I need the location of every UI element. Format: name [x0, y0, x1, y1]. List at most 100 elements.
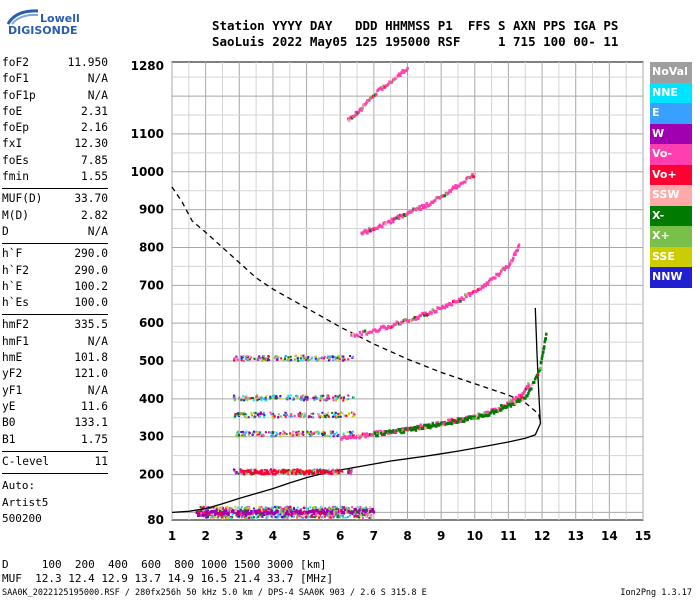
echo-point [235, 514, 238, 517]
y-tick-label: 200 [139, 468, 164, 482]
echo-point [232, 396, 235, 399]
trace-point [365, 432, 368, 436]
echo-point [349, 354, 352, 357]
trace-point [333, 471, 336, 475]
param-name: yE [2, 399, 16, 413]
echo-point [352, 513, 355, 516]
echo-point [265, 516, 268, 519]
echo-point [266, 515, 269, 518]
trace-point [248, 470, 252, 474]
trace-point [473, 171, 477, 175]
echo-point [295, 513, 298, 516]
trace-point [352, 510, 355, 514]
echo-point [265, 395, 268, 398]
echo-point [261, 357, 264, 360]
param-row: B0 133.1 [2, 416, 108, 432]
echo-point [281, 516, 284, 519]
echo-point [303, 415, 306, 418]
echo-point [302, 356, 305, 359]
param-value: N/A [87, 383, 108, 397]
echo-point [240, 357, 243, 360]
echo-point [245, 508, 248, 511]
trace-point [514, 395, 518, 399]
echo-point [341, 507, 344, 510]
echo-point [276, 505, 279, 508]
echo-point [296, 506, 299, 509]
trace-point [436, 421, 439, 425]
echo-point [245, 395, 248, 398]
echo-point [272, 413, 275, 416]
x-tick-label: 8 [403, 529, 411, 543]
echo-point [252, 516, 255, 519]
echo-point [331, 356, 334, 359]
trace-point [420, 203, 424, 207]
trace-point [358, 330, 362, 334]
echo-point [257, 412, 260, 415]
param-row: C-level 11 [2, 455, 108, 471]
echo-point [365, 507, 368, 510]
trace-point [494, 276, 497, 280]
echo-point [282, 433, 285, 436]
echo-point [266, 357, 269, 360]
echo-point [303, 509, 306, 512]
trace-point [357, 434, 360, 438]
trace-point [396, 74, 400, 78]
echo-point [325, 398, 328, 401]
trace-point [469, 175, 473, 179]
trace-point [514, 402, 517, 406]
echo-point [249, 397, 252, 400]
trace-point [391, 220, 395, 224]
trace-point [411, 428, 414, 432]
param-value: 7.85 [81, 153, 108, 167]
echo-point [220, 516, 223, 519]
echo-point [276, 433, 279, 436]
echo-point [229, 516, 232, 519]
echo-point [346, 515, 349, 518]
trace-point [528, 389, 531, 393]
trace-point [264, 471, 268, 475]
echo-point [335, 415, 338, 418]
echo-point [337, 514, 340, 517]
echo-point [267, 355, 270, 358]
echo-point [310, 416, 313, 419]
echo-point [235, 471, 238, 474]
trace-point [359, 107, 362, 111]
param-row: foF1 N/A [2, 72, 108, 88]
echo-point [262, 359, 265, 362]
echo-point [332, 505, 335, 508]
echo-point [302, 359, 305, 362]
echo-point [241, 433, 244, 436]
echo-point [211, 516, 214, 519]
trace-point [414, 428, 418, 432]
param-value: 1.55 [81, 170, 108, 184]
trace-point [368, 98, 371, 102]
echo-point [270, 468, 273, 471]
echo-point [264, 358, 267, 361]
echo-point [237, 434, 240, 437]
param-value: 101.8 [74, 351, 108, 365]
echo-point [234, 397, 237, 400]
echo-point [305, 358, 308, 361]
trace-point [430, 424, 433, 428]
trace-point [457, 297, 461, 301]
trace-point [340, 508, 343, 512]
x-tick-label: 4 [269, 529, 277, 543]
echo-point [337, 395, 340, 398]
echo-point [271, 434, 274, 437]
trace-point [413, 316, 417, 320]
file-info: SAA0K_2022125195000.RSF / 280fx256h 50 k… [2, 588, 427, 598]
echo-point [301, 514, 304, 517]
echo-point [362, 507, 365, 510]
echo-point [247, 416, 250, 419]
echo-point [239, 468, 242, 471]
echo-point [238, 413, 241, 416]
echo-point [316, 397, 319, 400]
echo-point [293, 508, 296, 511]
echo-point [338, 412, 341, 415]
trace-point [421, 311, 425, 315]
echo-point [305, 431, 308, 434]
echo-point [283, 433, 286, 436]
trace-point [459, 299, 462, 303]
param-value: 2.31 [81, 104, 108, 118]
echo-point [242, 359, 245, 362]
